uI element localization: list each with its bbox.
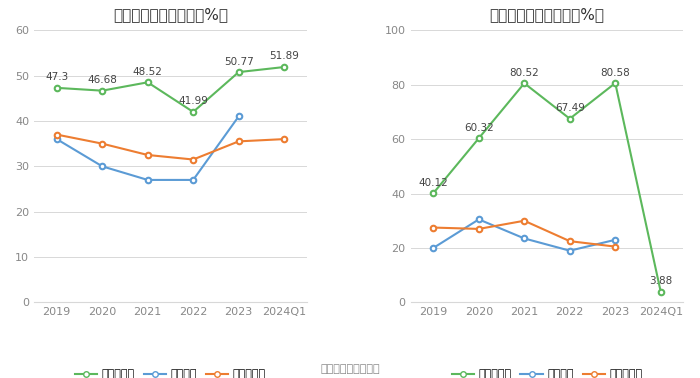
Legend: 公司毛利率, 行业均值, 行业中位数: 公司毛利率, 行业均值, 行业中位数 — [71, 365, 270, 378]
Text: 40.12: 40.12 — [419, 178, 448, 187]
Text: 47.3: 47.3 — [45, 72, 69, 82]
Text: 60.32: 60.32 — [464, 123, 494, 133]
Title: 历年毛利率变化情况（%）: 历年毛利率变化情况（%） — [113, 7, 228, 22]
Text: 46.68: 46.68 — [88, 75, 117, 85]
Text: 3.88: 3.88 — [649, 276, 673, 286]
Text: 67.49: 67.49 — [555, 103, 584, 113]
Title: 历年净利率变化情况（%）: 历年净利率变化情况（%） — [489, 7, 605, 22]
Legend: 公司净利率, 行业均值, 行业中位数: 公司净利率, 行业均值, 行业中位数 — [447, 365, 647, 378]
Text: 数据来源：恒生聚源: 数据来源：恒生聚源 — [320, 364, 380, 374]
Text: 48.52: 48.52 — [133, 67, 162, 77]
Text: 50.77: 50.77 — [224, 57, 253, 67]
Text: 41.99: 41.99 — [178, 96, 208, 106]
Text: 80.52: 80.52 — [510, 68, 539, 78]
Text: 51.89: 51.89 — [270, 51, 299, 62]
Text: 80.58: 80.58 — [601, 68, 630, 77]
